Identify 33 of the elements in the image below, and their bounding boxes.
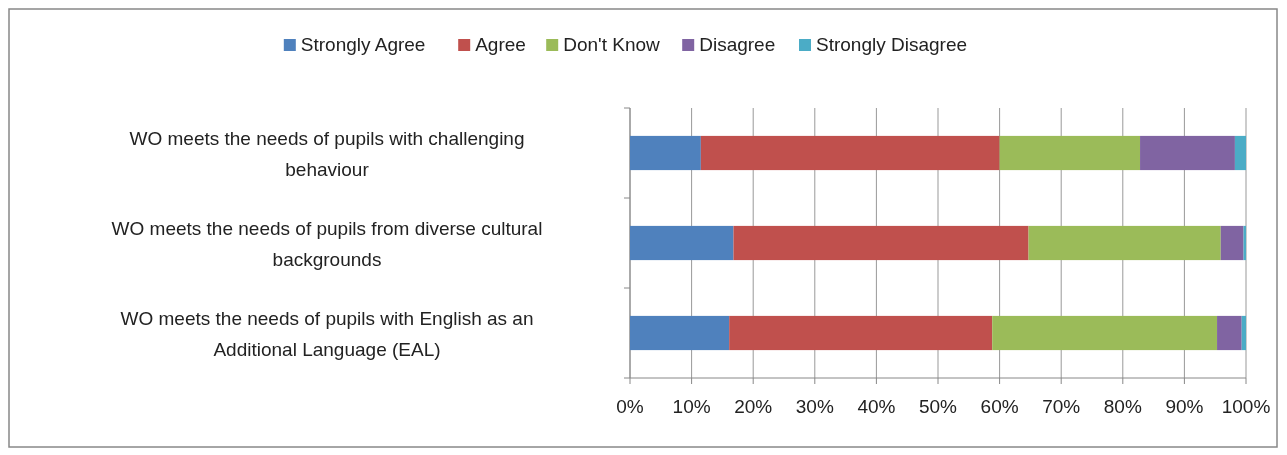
y-tick-label: WO meets the needs of pupils from diverse cultural backgrounds bbox=[111, 217, 543, 270]
bar bbox=[733, 225, 1029, 261]
bar bbox=[1217, 315, 1242, 351]
x-tick-label: 50% bbox=[918, 396, 958, 417]
x-tick-label: 10% bbox=[672, 396, 711, 417]
bar bbox=[630, 225, 734, 261]
x-tick-label: 60% bbox=[980, 396, 1019, 417]
bar bbox=[1241, 315, 1246, 351]
bar bbox=[999, 135, 1141, 171]
bar bbox=[630, 135, 701, 171]
bar bbox=[700, 135, 1000, 171]
bar bbox=[1220, 225, 1244, 261]
bar bbox=[1140, 135, 1235, 171]
bar bbox=[992, 315, 1218, 351]
x-tick-label: 100% bbox=[1221, 396, 1271, 417]
y-tick-label: WO meets the needs of pupils with challenging behaviour bbox=[129, 127, 525, 180]
x-tick-label: 0% bbox=[616, 396, 644, 417]
x-tick-label: 90% bbox=[1165, 396, 1204, 417]
legend-label: Don't Know bbox=[563, 34, 661, 55]
legend-label: Disagree bbox=[699, 34, 776, 55]
bar bbox=[1028, 225, 1221, 261]
x-tick-label: 30% bbox=[795, 396, 834, 417]
bar bbox=[630, 315, 730, 351]
legend-label: Strongly Agree bbox=[300, 34, 426, 55]
legend-label: Strongly Disagree bbox=[816, 34, 968, 55]
x-tick-label: 40% bbox=[857, 396, 896, 417]
x-tick-label: 20% bbox=[734, 396, 773, 417]
bar bbox=[1234, 135, 1246, 171]
legend-label: Agree bbox=[475, 34, 526, 55]
x-tick-label: 70% bbox=[1042, 396, 1081, 417]
bar bbox=[729, 315, 993, 351]
y-tick-label: WO meets the needs of pupils with English as an Additional Language (EAL) bbox=[120, 307, 534, 360]
x-tick-label: 80% bbox=[1103, 396, 1142, 417]
